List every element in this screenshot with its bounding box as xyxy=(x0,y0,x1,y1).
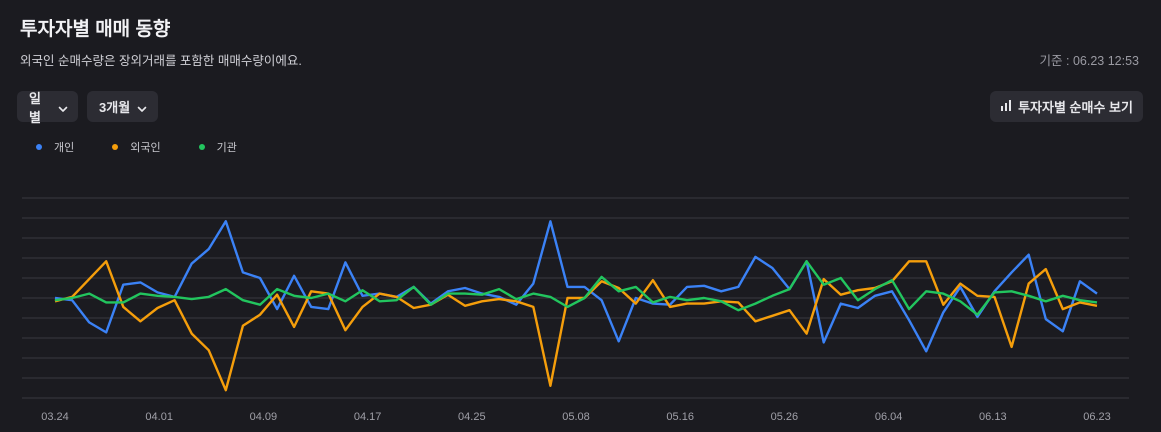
x-tick-label: 05.08 xyxy=(562,411,590,423)
chart-legend: 개인 외국인 기관 xyxy=(36,139,275,155)
range-dropdown[interactable]: 3개월 xyxy=(87,91,158,122)
legend-label-institution: 기관 xyxy=(216,142,237,154)
legend-dot-institution xyxy=(198,144,205,150)
net-buying-button-label: 투자자별 순매수 보기 xyxy=(1018,100,1133,115)
net-buying-button[interactable]: 투자자별 순매수 보기 xyxy=(990,91,1143,122)
x-tick-label: 03.24 xyxy=(41,411,69,423)
series-line-institution xyxy=(54,260,1098,316)
legend-item-institution[interactable]: 기관 xyxy=(198,139,237,155)
x-tick-label: 04.17 xyxy=(354,411,382,423)
page-title: 투자자별 매매 동향 xyxy=(20,19,171,40)
range-dropdown-label: 3개월 xyxy=(99,100,131,115)
x-tick-label: 05.16 xyxy=(666,411,694,423)
x-tick-label: 04.01 xyxy=(145,411,173,423)
legend-label-individual: 개인 xyxy=(54,142,75,154)
period-dropdown-label: 일별 xyxy=(29,90,41,125)
x-tick-label: 06.04 xyxy=(875,411,903,423)
x-tick-label: 04.25 xyxy=(458,411,486,423)
timestamp: 기준 : 06.23 12:53 xyxy=(1039,54,1139,68)
legend-item-individual[interactable]: 개인 xyxy=(36,139,74,155)
page-subtitle: 외국인 순매수량은 장외거래를 포함한 매매수량이에요. xyxy=(20,54,302,68)
series-line-individual xyxy=(54,220,1098,353)
investor-trend-chart: 03.24 04.01 04.09 04.17 04.25 05.08 05.16 05.26… xyxy=(22,197,1129,423)
x-tick-label: 06.13 xyxy=(979,411,1007,423)
series-line-foreign xyxy=(54,260,1098,392)
chevron-down-icon xyxy=(137,102,147,112)
x-tick-label: 06.23 xyxy=(1083,411,1111,423)
chevron-down-icon xyxy=(58,102,68,112)
legend-dot-foreign xyxy=(112,144,119,150)
x-tick-label: 04.09 xyxy=(250,411,278,423)
legend-item-foreign[interactable]: 외국인 xyxy=(112,139,161,155)
x-tick-label: 05.26 xyxy=(771,411,799,423)
bar-chart-icon xyxy=(1000,99,1018,114)
legend-label-foreign: 외국인 xyxy=(130,142,161,154)
period-dropdown[interactable]: 일별 xyxy=(17,91,78,125)
legend-dot-individual xyxy=(36,144,42,150)
